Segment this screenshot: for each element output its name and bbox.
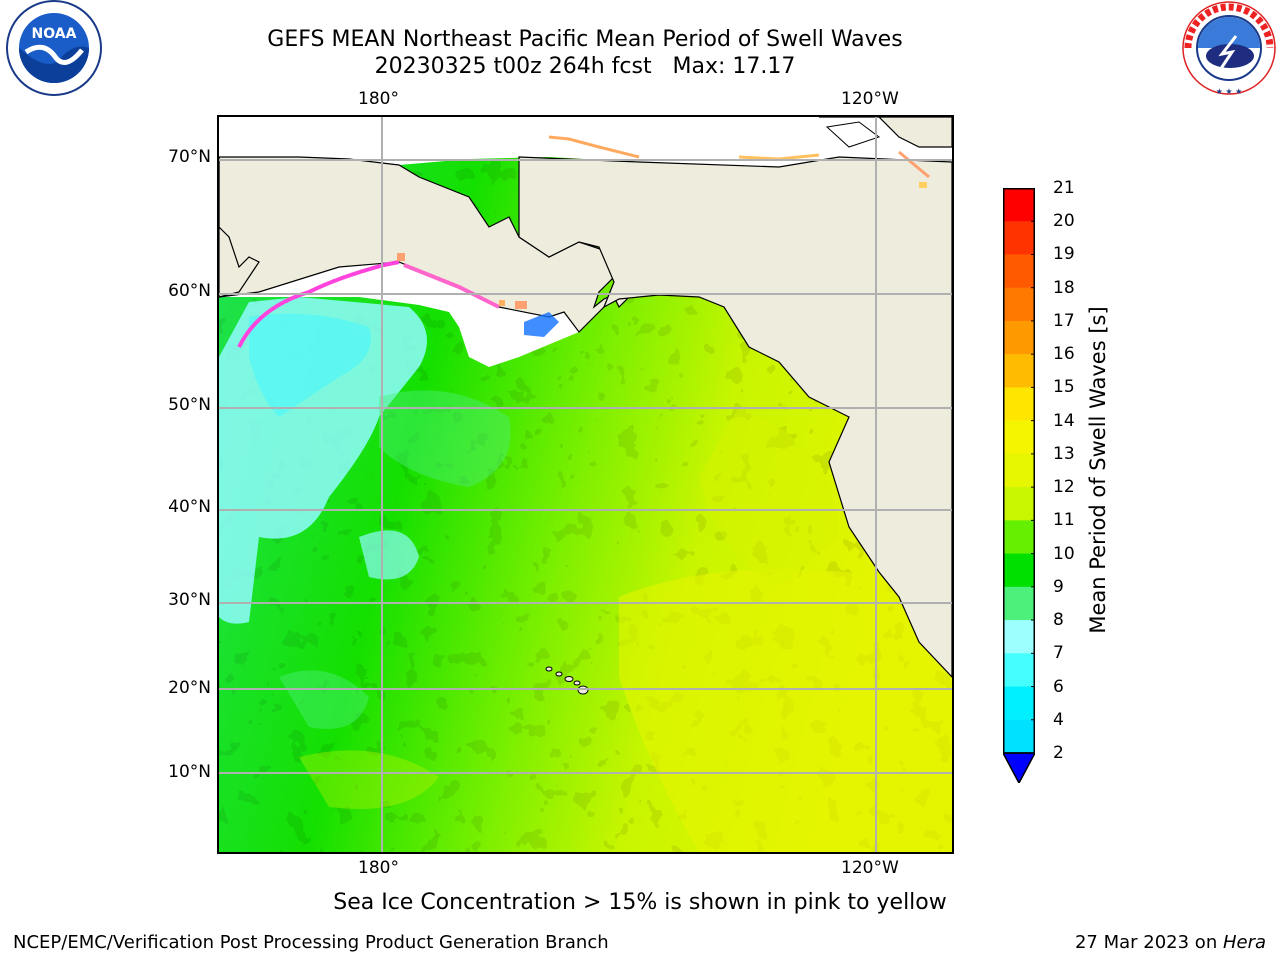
colorbar-tick-label: 21 [1053, 178, 1075, 198]
lat-label-30n: 30°N [168, 590, 211, 610]
colorbar-segment [1003, 387, 1035, 422]
footer-host: Hera [1222, 932, 1266, 953]
colorbar-segment [1003, 221, 1035, 255]
colorbar-tick-label: 16 [1053, 344, 1075, 365]
colorbar-tick-label: 19 [1053, 244, 1075, 265]
colorbar [1003, 188, 1035, 783]
noaa-logo: NOAA [6, 0, 102, 96]
lat-label-50n: 50°N [168, 395, 211, 415]
lon-label-top-120w: 120°W [841, 89, 899, 109]
colorbar-segment [1003, 620, 1035, 654]
colorbar-segment [1003, 320, 1035, 355]
lat-label-20n: 20°N [168, 678, 211, 698]
lat-label-40n: 40°N [168, 497, 211, 517]
map-panel [217, 115, 954, 854]
colorbar-tick-label: 14 [1053, 410, 1075, 431]
colorbar-tick-label: 12 [1053, 477, 1075, 498]
graticule [219, 117, 952, 852]
colorbar-tick-label: 9 [1053, 576, 1064, 597]
colorbar-tick-label: 18 [1053, 277, 1075, 298]
colorbar-segment [1003, 420, 1035, 455]
colorbar-tick-label: 17 [1053, 310, 1075, 331]
svg-text:★ ★ ★: ★ ★ ★ [1216, 87, 1243, 96]
colorbar-segment [1003, 586, 1035, 621]
lat-label-10n: 10°N [168, 762, 211, 782]
colorbar-tick-label: 20 [1053, 211, 1075, 232]
sea-ice-note: Sea Ice Concentration > 15% is shown in … [333, 890, 947, 915]
colorbar-tick-label: 2 [1053, 743, 1064, 763]
colorbar-tick-label: 4 [1053, 709, 1064, 730]
colorbar-tick-label: 6 [1053, 676, 1064, 697]
colorbar-segment [1003, 287, 1035, 322]
noaa-logo-text: NOAA [32, 26, 77, 42]
sea-ice-edge [237, 135, 930, 348]
colorbar-segment [1003, 354, 1035, 388]
colorbar-tick-label: 13 [1053, 443, 1075, 464]
lon-label-bottom-120w: 120°W [841, 858, 899, 878]
colorbar-segment [1003, 719, 1035, 754]
colorbar-tick-label: 8 [1053, 610, 1064, 631]
lat-label-60n: 60°N [168, 281, 211, 301]
colorbar-extend-triangle [1003, 752, 1035, 783]
colorbar-segment [1003, 254, 1035, 289]
colorbar-tick-label: 11 [1053, 510, 1075, 531]
footer-credit: NCEP/EMC/Verification Post Processing Pr… [13, 932, 609, 953]
swell-period-field [219, 117, 952, 852]
colorbar-tick-label: 7 [1053, 643, 1064, 664]
map-subtitle: 20230325 t00z 264h fcst Max: 17.17 [374, 54, 796, 79]
colorbar-segment [1003, 686, 1035, 721]
lon-label-bottom-180: 180° [358, 858, 399, 878]
north-america-land [518, 156, 952, 678]
colorbar-segment [1003, 520, 1035, 555]
map-title: GEFS MEAN Northeast Pacific Mean Period … [267, 27, 903, 52]
lon-label-top-180: 180° [358, 89, 399, 109]
colorbar-tick-label: 15 [1053, 377, 1075, 398]
colorbar-tick-label: 10 [1053, 543, 1075, 564]
lat-label-70n: 70°N [168, 147, 211, 167]
colorbar-segment [1003, 487, 1035, 521]
footer-date: 27 Mar 2023 on Hera [1074, 932, 1266, 953]
nws-logo: ★ ★ ★ [1182, 1, 1276, 96]
colorbar-label: Mean Period of Swell Waves [s] [1086, 306, 1110, 634]
colorbar-segment [1003, 553, 1035, 588]
colorbar-segment [1003, 188, 1035, 222]
colorbar-segment [1003, 453, 1035, 488]
colorbar-segment [1003, 653, 1035, 688]
